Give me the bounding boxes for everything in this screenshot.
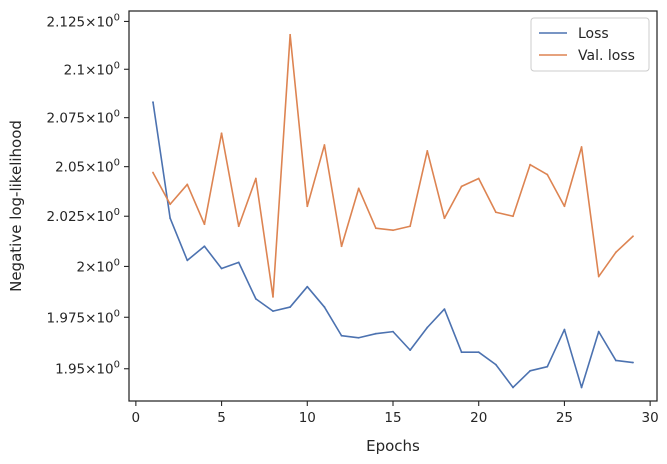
y-tick-label: 2.1×100 (64, 60, 120, 78)
x-tick-label: 10 (299, 410, 316, 426)
x-tick-label: 20 (470, 410, 487, 426)
data-point (323, 306, 326, 308)
data-point (632, 235, 634, 238)
data-point (186, 259, 189, 262)
data-point (374, 332, 377, 335)
data-point (443, 308, 446, 310)
data-point (169, 203, 172, 206)
data-point (614, 251, 617, 254)
data-point (563, 328, 566, 331)
data-point (426, 326, 429, 329)
data-point (254, 177, 257, 180)
y-tick-label: 2.05×100 (55, 158, 120, 176)
data-point (272, 310, 274, 313)
data-point (597, 275, 600, 278)
x-tick-label: 30 (642, 410, 659, 426)
data-point (323, 144, 326, 146)
axes: 0 5 10 15 20 25 30 1.95×100 1.975×100 2×100 2.025×… (46, 10, 659, 426)
data-point (409, 225, 412, 228)
data-point (357, 187, 360, 190)
data-point (529, 163, 532, 166)
legend: Loss Val. loss (530, 17, 650, 72)
data-point (580, 146, 583, 148)
data-point (289, 306, 292, 308)
data-point (392, 229, 394, 232)
series-0 (152, 101, 634, 389)
data-point (494, 363, 497, 366)
data-point (203, 223, 206, 226)
plot-marks (152, 33, 634, 389)
data-point (614, 359, 617, 362)
data-point (443, 217, 446, 220)
data-point (512, 215, 514, 218)
data-point (357, 336, 360, 339)
y-tick-label: 2.025×100 (46, 207, 120, 225)
x-tick-label: 0 (132, 410, 141, 426)
data-point (374, 227, 377, 230)
data-point (237, 261, 240, 264)
data-point (597, 330, 600, 333)
data-point (169, 217, 172, 220)
legend-label: Loss (578, 26, 609, 42)
x-tick-label: 25 (556, 410, 573, 426)
data-point (546, 365, 549, 368)
data-point (340, 334, 343, 337)
data-point (220, 132, 223, 135)
series-1 (152, 33, 634, 298)
data-point (289, 33, 292, 36)
legend-label: Val. loss (578, 48, 635, 64)
data-point (186, 183, 189, 186)
data-point (409, 349, 412, 352)
data-point (512, 386, 514, 389)
data-point (306, 205, 309, 208)
data-point (203, 245, 206, 248)
data-point (340, 245, 343, 248)
data-point (306, 285, 309, 288)
y-tick-label: 2×100 (77, 257, 120, 275)
x-tick-label: 5 (217, 410, 226, 426)
legend-box (530, 17, 650, 72)
y-tick-label: 1.975×100 (46, 308, 120, 326)
data-point (152, 171, 154, 174)
y-tick-label: 1.95×100 (55, 360, 120, 378)
series-line (152, 33, 634, 298)
data-point (529, 369, 532, 372)
data-point (220, 267, 223, 270)
x-axis-label: Epochs (366, 437, 420, 455)
data-point (546, 173, 549, 176)
y-axis-label: Negative log-likelihood (7, 120, 25, 292)
data-point (426, 150, 429, 152)
data-point (494, 211, 497, 214)
data-point (254, 297, 257, 300)
x-tick-label: 15 (384, 410, 401, 426)
data-point (477, 177, 480, 180)
data-point (152, 101, 154, 104)
data-point (392, 330, 394, 333)
data-point (477, 351, 480, 354)
data-point (460, 185, 463, 188)
y-tick-label: 2.075×100 (46, 109, 120, 127)
y-tick-label: 2.125×100 (46, 12, 120, 30)
data-point (580, 386, 583, 389)
data-point (632, 361, 634, 364)
data-point (272, 295, 274, 298)
series-line (152, 102, 634, 389)
data-point (237, 225, 240, 228)
data-point (460, 351, 463, 354)
data-point (563, 205, 566, 208)
